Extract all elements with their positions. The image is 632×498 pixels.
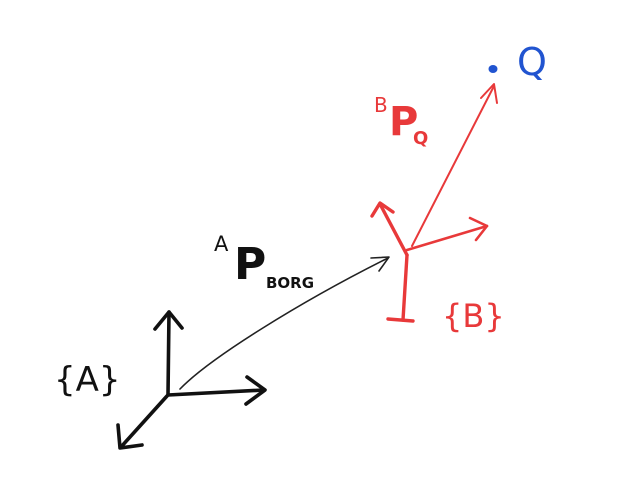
vector-label-a-p-borg: A P BORG — [214, 232, 314, 292]
point-q-dot — [488, 65, 498, 73]
frame-a-vertical-axis — [166, 310, 171, 397]
a-p-borg-main: P — [234, 239, 266, 290]
a-p-borg-superscript: A — [214, 232, 229, 256]
b-p-q-main: P — [389, 99, 418, 145]
frame-b-right-axis — [405, 224, 489, 252]
frame-a-axes — [116, 310, 267, 450]
frame-b-left-axis — [378, 202, 409, 257]
vector-arrow-b-p-q — [411, 83, 498, 247]
frame-a-diagonal-arrowhead — [116, 423, 144, 450]
frame-a-diagonal-axis — [119, 394, 169, 449]
frame-b-stem — [401, 253, 409, 322]
frame-a-horizontal-axis — [166, 388, 266, 397]
frame-b-stem-foot — [386, 317, 415, 323]
point-q-label: Q — [517, 40, 547, 84]
b-p-q-subscript: Q — [413, 128, 428, 149]
frame-b-axes — [370, 201, 489, 323]
translation-arrow-a-p-borg — [179, 256, 390, 390]
frame-a-label: {A} — [54, 360, 121, 400]
frame-b-label: {B} — [442, 297, 505, 335]
frame-a-horizontal-arrowhead — [244, 375, 267, 406]
a-p-borg-subscript: BORG — [266, 274, 314, 292]
translation-arrow-line — [179, 257, 389, 390]
frame-b-left-arrowhead — [370, 201, 395, 218]
b-p-q-superscript: B — [374, 93, 388, 117]
b-p-q-arrow-line — [411, 85, 495, 247]
frame-b-right-arrowhead — [468, 216, 489, 242]
frame-a-vertical-arrowhead — [153, 310, 184, 331]
b-p-q-arrowhead — [480, 83, 498, 104]
translation-arrowhead — [370, 256, 390, 272]
vector-label-b-p-q: B P Q — [374, 93, 428, 149]
